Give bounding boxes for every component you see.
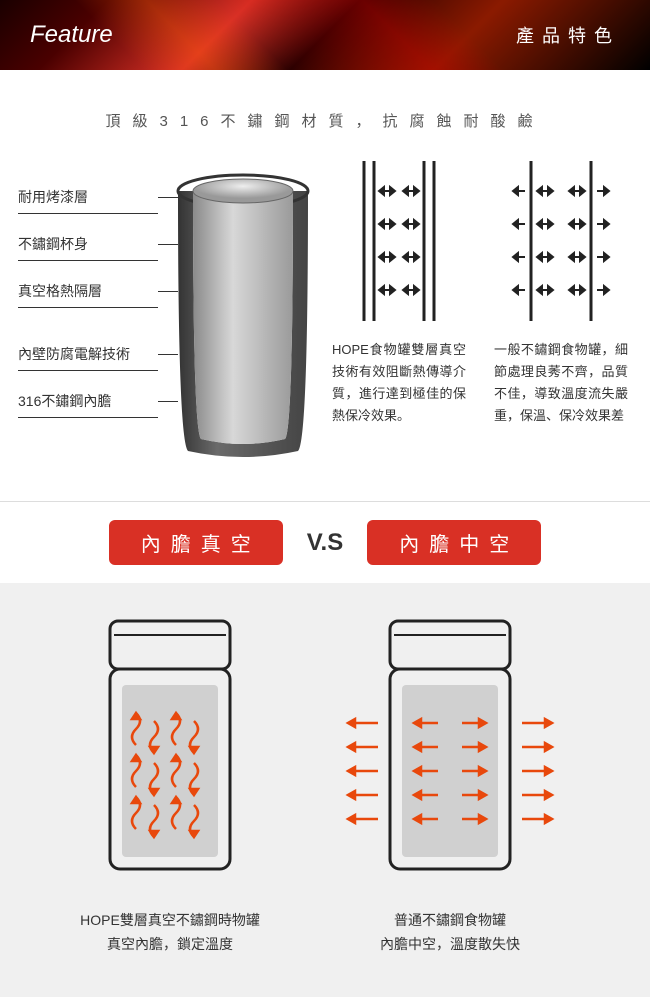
jar-caption-line: 真空內膽，鎖定溫度 bbox=[80, 933, 260, 957]
wall-hollow-icon bbox=[501, 161, 621, 321]
jar-right-column: 普通不鏽鋼食物罐 內膽中空，溫度散失快 bbox=[320, 613, 580, 957]
jar-caption-line: 內膽中空，溫度散失快 bbox=[380, 933, 520, 957]
cup-label: 耐用烤漆層 bbox=[18, 181, 158, 214]
jar-caption-line: 普通不鏽鋼食物罐 bbox=[380, 909, 520, 933]
jar-vacuum-icon bbox=[70, 613, 270, 883]
vs-badge-right: 內膽中空 bbox=[367, 520, 541, 565]
cup-label: 內壁防腐電解技術 bbox=[18, 338, 158, 371]
jar-hollow-icon bbox=[320, 613, 580, 883]
wall-diagram-left: HOPE食物罐雙層真空技術有效阻斷熱傳導介質，進行達到極佳的保熱保冷效果。 bbox=[328, 161, 470, 471]
section-jars: HOPE雙層真空不鏽鋼時物罐 真空內膽，鎖定溫度 普通不鏽鋼食物罐 內膽中空，溫… bbox=[0, 583, 650, 997]
feature-header: Feature 產品特色 bbox=[0, 0, 650, 70]
cup-label-list: 耐用烤漆層 不鏽鋼杯身 真空格熱隔層 內壁防腐電解技術 316不鏽鋼內膽 bbox=[18, 181, 158, 432]
vs-row: 內膽真空 V.S 內膽中空 bbox=[0, 501, 650, 583]
cup-label: 316不鏽鋼內膽 bbox=[18, 385, 158, 418]
wall-diagram-right: 一般不鏽鋼食物罐，細節處理良莠不齊，品質不佳，導致溫度流失嚴重，保溫、保冷效果差 bbox=[490, 161, 632, 471]
jar-caption-line: HOPE雙層真空不鏽鋼時物罐 bbox=[80, 909, 260, 933]
cup-cutaway-icon bbox=[173, 161, 323, 461]
jar-left-column: HOPE雙層真空不鏽鋼時物罐 真空內膽，鎖定溫度 bbox=[70, 613, 270, 957]
vs-badge-left: 內膽真空 bbox=[109, 520, 283, 565]
wall-text-left: HOPE食物罐雙層真空技術有效阻斷熱傳導介質，進行達到極佳的保熱保冷效果。 bbox=[328, 339, 470, 427]
wall-text-right: 一般不鏽鋼食物罐，細節處理良莠不齊，品質不佳，導致溫度流失嚴重，保溫、保冷效果差 bbox=[490, 339, 632, 427]
section-cutaway: 耐用烤漆層 不鏽鋼杯身 真空格熱隔層 內壁防腐電解技術 316不鏽鋼內膽 bbox=[0, 161, 650, 501]
jar-right-caption: 普通不鏽鋼食物罐 內膽中空，溫度散失快 bbox=[380, 909, 520, 957]
cup-column: 耐用烤漆層 不鏽鋼杯身 真空格熱隔層 內壁防腐電解技術 316不鏽鋼內膽 bbox=[18, 161, 308, 471]
cup-label: 不鏽鋼杯身 bbox=[18, 228, 158, 261]
vs-label: V.S bbox=[307, 529, 343, 557]
wall-vacuum-icon bbox=[339, 161, 459, 321]
jar-left-caption: HOPE雙層真空不鏽鋼時物罐 真空內膽，鎖定溫度 bbox=[80, 909, 260, 957]
cup-label: 真空格熱隔層 bbox=[18, 275, 158, 308]
header-title-en: Feature bbox=[30, 21, 113, 49]
header-title-zh: 產品特色 bbox=[516, 22, 620, 48]
subtitle: 頂級316不鏽鋼材質，抗腐蝕耐酸鹼 bbox=[0, 70, 650, 161]
